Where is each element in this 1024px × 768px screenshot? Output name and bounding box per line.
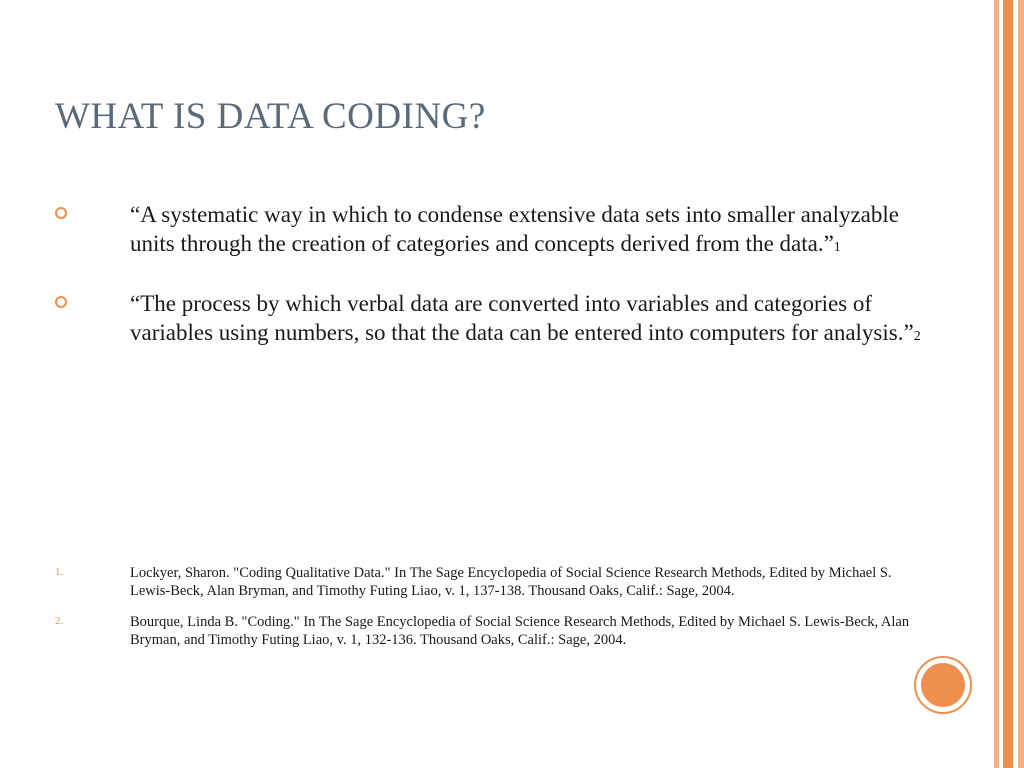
bullet-ring-icon [55, 207, 67, 219]
side-bar-5 [1018, 0, 1024, 768]
bullet-text: “A systematic way in which to condense e… [130, 202, 899, 256]
bullet-superscript: 1 [834, 240, 841, 255]
reference-item: 2. Bourque, Linda B. "Coding." In The Sa… [55, 614, 925, 649]
reference-number: 2. [55, 615, 63, 628]
bullet-item: “A systematic way in which to condense e… [55, 200, 935, 259]
bullet-list: “A systematic way in which to condense e… [55, 200, 935, 348]
bullet-ring-icon [55, 296, 67, 308]
reference-number: 1. [55, 566, 63, 579]
circle-inner-fill [921, 663, 965, 707]
slide: WHAT IS DATA CODING? “A systematic way i… [0, 0, 1024, 768]
slide-content: WHAT IS DATA CODING? “A systematic way i… [55, 95, 935, 378]
slide-title: WHAT IS DATA CODING? [55, 95, 935, 138]
bullet-item: “The process by which verbal data are co… [55, 289, 935, 348]
bullet-text: “The process by which verbal data are co… [130, 291, 914, 345]
reference-text: Bourque, Linda B. "Coding." In The Sage … [130, 614, 909, 648]
side-bar-3 [1003, 0, 1013, 768]
reference-item: 1. Lockyer, Sharon. "Coding Qualitative … [55, 565, 925, 600]
reference-text: Lockyer, Sharon. "Coding Qualitative Dat… [130, 565, 892, 599]
circle-decoration [914, 656, 972, 714]
side-decorative-bars [994, 0, 1024, 768]
reference-list: 1. Lockyer, Sharon. "Coding Qualitative … [55, 565, 925, 664]
bullet-superscript: 2 [914, 329, 921, 344]
